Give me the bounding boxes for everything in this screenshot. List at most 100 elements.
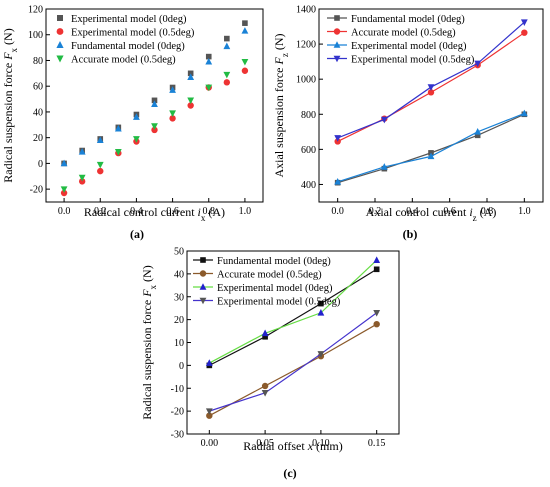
y-tick-label: 100 (28, 30, 43, 41)
data-point (187, 102, 194, 109)
y-tick-label: 400 (301, 180, 316, 191)
data-point (223, 71, 231, 79)
data-point (60, 186, 68, 193)
y-tick-label: 0 (179, 361, 184, 372)
series-3 (205, 256, 381, 366)
x-tick-label: 0.15 (368, 438, 386, 449)
x-tick-label: 0.8 (203, 206, 216, 217)
y-tick-label: -30 (171, 430, 184, 441)
data-point (261, 390, 269, 397)
y-tick-label: 600 (301, 145, 316, 156)
series-line (209, 323, 377, 417)
data-point (78, 148, 86, 155)
x-tick-label: 0.8 (481, 206, 494, 217)
series-3 (60, 27, 249, 167)
y-tick-label: 1000 (296, 75, 316, 86)
data-point (261, 329, 269, 337)
plot-frame (45, 8, 264, 203)
data-point (187, 73, 195, 80)
legend-label: Accurate model (0.5deg) (351, 27, 456, 38)
data-point (205, 53, 212, 60)
y-tick-label: 1200 (296, 40, 316, 51)
data-point (169, 115, 176, 122)
y-tick-label: 60 (33, 82, 43, 93)
legend-marker (334, 15, 340, 21)
legend-marker (333, 41, 341, 48)
data-point (241, 27, 249, 34)
legend-label: Experimental model (0deg) (217, 283, 333, 294)
data-point (60, 189, 68, 197)
data-point (151, 100, 158, 108)
x-tick-label: 0.0 (331, 206, 344, 217)
data-point (187, 97, 195, 105)
data-point (373, 256, 381, 263)
x-axis-label: Radial offset x (mm) (243, 439, 342, 453)
x-tick-label: 0.10 (312, 438, 330, 449)
data-point (334, 178, 342, 185)
data-point (318, 300, 324, 307)
data-point (78, 178, 86, 185)
x-tick-label: 0.05 (256, 438, 274, 449)
data-point (205, 359, 213, 366)
data-point (78, 174, 86, 182)
legend-label: Fundamental model (0deg) (217, 256, 331, 267)
y-axis-label: Radical suspension force Fx (N) (1, 28, 19, 182)
legend-marker (56, 28, 64, 35)
y-tick-label: 20 (174, 315, 184, 326)
data-point (373, 321, 380, 328)
legend-marker (333, 55, 341, 63)
data-point (223, 42, 231, 50)
data-point (114, 124, 122, 132)
x-tick-label: 0.6 (166, 206, 179, 217)
legend-marker (199, 297, 207, 305)
data-point (261, 382, 269, 390)
data-point (242, 20, 248, 26)
data-point (380, 116, 388, 124)
data-point (474, 132, 481, 139)
legend: Fundamental model (0deg) Accurate model (… (327, 14, 475, 65)
legend-label: Fundamental model (0deg) (351, 14, 465, 25)
legend-marker (56, 55, 64, 63)
panel-label: (a) (130, 227, 144, 241)
data-point (262, 333, 268, 340)
data-point (96, 136, 104, 144)
x-tick-label: 0.4 (406, 206, 419, 217)
data-point (205, 84, 213, 92)
data-point (223, 79, 231, 86)
data-point (206, 412, 213, 419)
data-point (380, 163, 388, 170)
legend-marker (200, 257, 206, 263)
data-point (151, 97, 158, 104)
legend-marker (56, 41, 64, 48)
legend-label: Experimental model (0deg) (351, 41, 467, 52)
legend-label: Experimental model (0.5deg) (217, 296, 341, 307)
chart-panel-1: 0.0 0.2 0.4 0.6 0.8 1.0 -20 0 20 40 60 80 100 120 Radi… (1, 5, 264, 241)
data-point (334, 135, 342, 142)
data-point (205, 57, 213, 65)
y-tick-label: 0 (38, 159, 43, 170)
data-point (169, 110, 176, 118)
y-axis-label: Radical suspension force Fx (N) (140, 265, 158, 419)
y-tick-label: 10 (174, 338, 184, 349)
data-point (317, 351, 325, 358)
x-tick-label: 0.0 (58, 206, 71, 217)
legend-label: Accurate model (0.5deg) (71, 54, 176, 65)
series-4 (60, 58, 249, 193)
legend-label: Experimental model (0.5deg) (71, 27, 195, 38)
data-point (133, 136, 140, 143)
series-2 (206, 321, 380, 419)
data-point (520, 19, 528, 26)
data-point (187, 70, 194, 77)
data-point (241, 58, 249, 66)
data-point (241, 67, 249, 74)
y-tick-label: 120 (28, 5, 43, 16)
panel-label: (b) (403, 227, 418, 241)
chart-panel-2: 0.0 0.2 0.4 0.6 0.8 1.0 400 600 800 1000 1200 1400 A… (272, 5, 544, 241)
data-point (373, 309, 381, 317)
y-tick-label: 40 (174, 269, 184, 280)
data-point (224, 35, 230, 42)
series-line (337, 112, 525, 183)
legend: Fundamental model (0deg) Accurate model (… (193, 256, 341, 307)
x-tick-label: 0.2 (94, 206, 107, 217)
legend-marker (199, 270, 207, 277)
